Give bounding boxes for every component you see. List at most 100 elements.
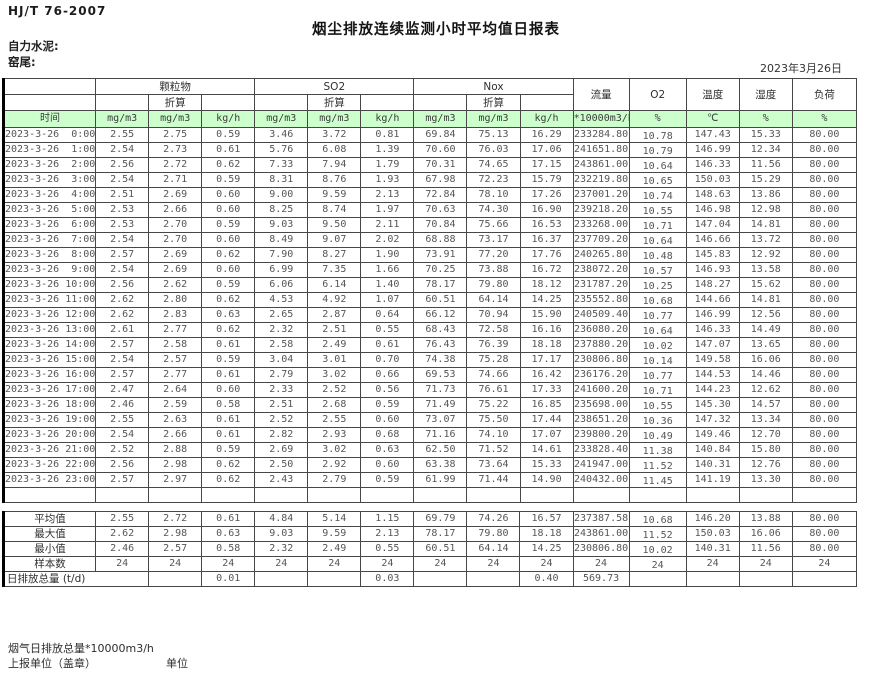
blank-cell xyxy=(519,94,574,111)
table-row: 2023-3-26 21:00 2.52 2.88 0.59 2.69 3.02 0.63 6… xyxy=(2,442,858,458)
time-cell: 2023-3-26 19:00 xyxy=(2,412,97,428)
value-cell: 147.43 xyxy=(685,127,740,143)
blank-cell xyxy=(791,487,858,503)
value-cell: 10.14 xyxy=(628,352,687,368)
value-cell: 14.25 xyxy=(519,292,574,308)
time-header-blank xyxy=(2,94,97,111)
summary-value-cell: 24 xyxy=(148,556,203,572)
value-cell: 0.60 xyxy=(360,457,415,473)
value-cell: 2.02 xyxy=(360,232,415,248)
value-cell: 231787.20 xyxy=(572,277,630,293)
value-cell: 2.65 xyxy=(254,307,309,323)
value-cell: 74.30 xyxy=(466,202,521,218)
daily-total-value-cell xyxy=(307,571,362,587)
summary-value-cell: 0.63 xyxy=(201,526,256,542)
value-cell: 0.59 xyxy=(360,472,415,488)
daily-total-value-cell xyxy=(148,571,203,587)
summary-value-cell: 150.03 xyxy=(685,526,740,542)
value-cell: 140.31 xyxy=(685,457,740,473)
value-cell: 2.55 xyxy=(95,127,150,143)
summary-value-cell: 24 xyxy=(307,556,362,572)
unit-cell: ℃ xyxy=(685,110,740,128)
summary-value-cell: 24 xyxy=(360,556,415,572)
summary-value-cell: 2.55 xyxy=(95,511,150,527)
summary-value-cell: 24 xyxy=(466,556,521,572)
summary-value-cell: 24 xyxy=(685,556,740,572)
summary-value-cell: 2.32 xyxy=(254,541,309,557)
value-cell: 10.64 xyxy=(628,232,687,248)
blank-cell xyxy=(95,94,150,111)
value-cell: 0.62 xyxy=(201,457,256,473)
summary-value-cell: 2.13 xyxy=(360,526,415,542)
value-cell: 2.54 xyxy=(95,172,150,188)
summary-value-cell: 5.14 xyxy=(307,511,362,527)
value-cell: 0.58 xyxy=(201,397,256,413)
value-cell: 79.80 xyxy=(466,277,521,293)
value-cell: 9.59 xyxy=(307,187,362,203)
value-cell: 70.60 xyxy=(413,142,468,158)
summary-value-cell: 60.51 xyxy=(413,541,468,557)
value-cell: 12.92 xyxy=(738,247,793,263)
summary-value-cell: 16.06 xyxy=(738,526,793,542)
value-cell: 16.06 xyxy=(738,352,793,368)
table-row: 2023-3-26 9:00 2.54 2.69 0.60 6.99 7.35 1.66 70… xyxy=(2,262,858,278)
time-header: 时间 xyxy=(2,110,97,128)
daily-total-value-cell: 0.03 xyxy=(360,571,415,587)
value-cell: 8.25 xyxy=(254,202,309,218)
value-cell: 70.31 xyxy=(413,157,468,173)
summary-value-cell: 4.84 xyxy=(254,511,309,527)
value-cell: 2.53 xyxy=(95,217,150,233)
summary-value-cell: 24 xyxy=(519,556,574,572)
unit-cell: mg/m3 xyxy=(466,110,521,128)
col-header-humidity: 湿度 xyxy=(738,78,793,111)
value-cell: 12.56 xyxy=(738,307,793,323)
value-cell: 2.61 xyxy=(95,322,150,338)
value-cell: 2.58 xyxy=(254,337,309,353)
value-cell: 70.84 xyxy=(413,217,468,233)
value-cell: 17.33 xyxy=(519,382,574,398)
value-cell: 146.99 xyxy=(685,307,740,323)
value-cell: 72.58 xyxy=(466,322,521,338)
time-cell: 2023-3-26 20:00 xyxy=(2,427,97,443)
unit-cell: % xyxy=(628,110,687,128)
table-row: 2023-3-26 15:00 2.54 2.57 0.59 3.04 3.01 0.70 7… xyxy=(2,352,858,368)
value-cell: 235698.00 xyxy=(572,397,630,413)
summary-value-cell: 0.61 xyxy=(201,511,256,527)
time-cell: 2023-3-26 3:00 xyxy=(2,172,97,188)
unit-cell: kg/h xyxy=(360,110,415,128)
value-cell: 15.33 xyxy=(738,127,793,143)
value-cell: 4.53 xyxy=(254,292,309,308)
value-cell: 2.69 xyxy=(148,262,203,278)
value-cell: 0.60 xyxy=(201,202,256,218)
col-header-load: 负荷 xyxy=(791,78,858,111)
value-cell: 64.14 xyxy=(466,292,521,308)
time-cell: 2023-3-26 10:00 xyxy=(2,277,97,293)
value-cell: 13.72 xyxy=(738,232,793,248)
value-cell: 240265.80 xyxy=(572,247,630,263)
converted-header: 折算 xyxy=(148,94,203,111)
daily-total-value-cell xyxy=(738,571,793,587)
unit-cell: mg/m3 xyxy=(148,110,203,128)
value-cell: 10.64 xyxy=(628,322,687,338)
value-cell: 0.56 xyxy=(360,382,415,398)
time-header-blank xyxy=(2,78,97,95)
daily-total-row: 日排放总量 (t/d) 0.01 0.03 0.40 569.73 xyxy=(2,571,858,587)
value-cell: 10.36 xyxy=(628,412,687,428)
value-cell: 80.00 xyxy=(791,217,858,233)
value-cell: 0.81 xyxy=(360,127,415,143)
value-cell: 13.30 xyxy=(738,472,793,488)
value-cell: 2.93 xyxy=(307,427,362,443)
value-cell: 240509.40 xyxy=(572,307,630,323)
time-cell: 2023-3-26 15:00 xyxy=(2,352,97,368)
value-cell: 2.97 xyxy=(148,472,203,488)
value-cell: 76.43 xyxy=(413,337,468,353)
value-cell: 241947.00 xyxy=(572,457,630,473)
value-cell: 0.63 xyxy=(201,307,256,323)
value-cell: 18.18 xyxy=(519,337,574,353)
col-header-temperature: 温度 xyxy=(685,78,740,111)
value-cell: 243861.00 xyxy=(572,157,630,173)
value-cell: 2.72 xyxy=(148,157,203,173)
value-cell: 140.84 xyxy=(685,442,740,458)
unit-cell: mg/m3 xyxy=(307,110,362,128)
